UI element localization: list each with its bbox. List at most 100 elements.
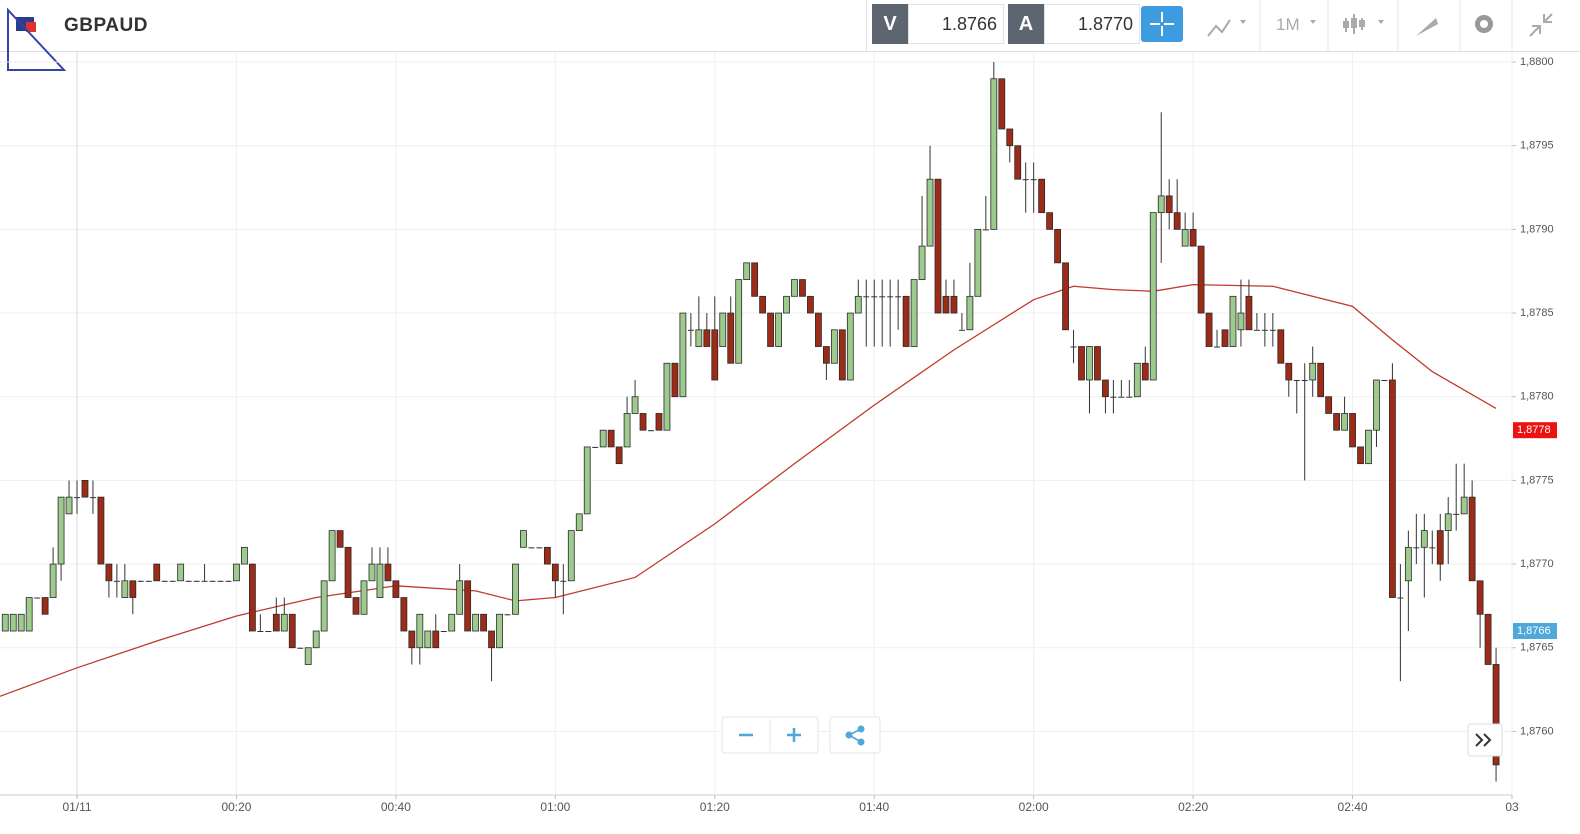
candle-body	[169, 580, 176, 582]
candle-body	[887, 296, 894, 298]
candle-body	[400, 597, 408, 632]
candle-body	[1429, 547, 1436, 549]
candle-body	[320, 580, 328, 632]
candle-body	[871, 296, 878, 298]
candle-body	[105, 563, 113, 582]
candle-body	[241, 546, 248, 565]
candle-body	[464, 580, 472, 632]
candle-body	[1205, 312, 1213, 347]
candle-body	[1365, 429, 1372, 465]
candle-body	[846, 312, 854, 381]
candle-body	[89, 497, 96, 499]
candle-body	[998, 78, 1006, 130]
candle-body	[34, 597, 41, 599]
scroll-end[interactable]	[1467, 723, 1503, 757]
timeframe[interactable]: 1M	[1276, 15, 1300, 34]
candle-body	[895, 296, 902, 298]
crosshair-button[interactable]	[1141, 6, 1183, 42]
candle-body	[177, 563, 185, 582]
candle-body	[1070, 346, 1077, 348]
candle-body	[49, 563, 57, 598]
candle-body	[551, 563, 559, 582]
zoom-in[interactable]	[787, 728, 801, 742]
candle-body	[1484, 613, 1492, 665]
candle-body	[655, 413, 663, 431]
candle-body	[719, 312, 727, 347]
candle-body	[687, 329, 694, 331]
candle-body	[767, 312, 774, 347]
zoom-controls	[721, 716, 1503, 757]
candle-body	[233, 563, 240, 582]
candle-body	[1046, 212, 1054, 230]
candle-body	[1165, 195, 1173, 214]
candle-body	[863, 296, 870, 298]
candle-body	[759, 295, 767, 314]
y-tick-label: 1,8785	[1520, 307, 1554, 319]
candle-body	[201, 580, 208, 582]
x-tick-label: 02:40	[1338, 800, 1368, 814]
candle-body	[336, 530, 344, 548]
candle-body	[1006, 128, 1014, 147]
x-tick-label: 02:00	[1019, 800, 1049, 814]
x-tick-label: 03	[1505, 800, 1519, 814]
candle-body	[1413, 547, 1420, 549]
candle-body	[1397, 597, 1404, 599]
candle-body	[272, 613, 280, 632]
candle-body	[711, 329, 719, 381]
candle-body	[1404, 546, 1412, 582]
candle-body	[25, 597, 33, 632]
candle-body	[854, 295, 862, 314]
candle-body	[1476, 580, 1484, 615]
candle-body	[9, 613, 17, 632]
candle-body	[1197, 245, 1205, 314]
y-tick-label: 1,8795	[1520, 140, 1554, 152]
candle-body	[1126, 396, 1133, 398]
candle-body	[432, 630, 440, 649]
bid-button[interactable]: V	[872, 4, 908, 44]
candle-body	[560, 580, 567, 582]
price-marker-label: 1,8778	[1517, 424, 1551, 436]
candle-body	[1102, 379, 1109, 398]
candle-body	[536, 547, 543, 549]
header: GBPAUD V 1.8766 A 1.8770 1M	[0, 0, 1580, 71]
candle-body	[488, 630, 495, 649]
candle-body	[1181, 228, 1189, 247]
price-marker	[1513, 623, 1557, 640]
candle-body	[1269, 329, 1276, 331]
candle-body	[153, 563, 161, 582]
candle-body	[280, 613, 288, 632]
candle-body	[472, 613, 480, 632]
moving-average	[0, 283, 1497, 697]
candle-body	[1118, 396, 1125, 398]
candle-body	[1444, 513, 1452, 531]
share[interactable]	[845, 725, 865, 746]
candle-body	[360, 580, 368, 615]
candle-body	[575, 513, 583, 531]
y-tick-label: 1,8760	[1520, 725, 1554, 737]
candle-body	[615, 446, 623, 465]
candle-body	[974, 228, 982, 297]
y-tick-label: 1,8775	[1520, 474, 1554, 486]
candle-body	[257, 631, 264, 633]
candle-body	[543, 546, 551, 565]
ask-button[interactable]: A	[1008, 4, 1044, 44]
candle-body	[1078, 346, 1085, 381]
x-tick-label: 00:20	[221, 800, 251, 814]
candle-body	[512, 563, 519, 615]
candle-body	[950, 295, 958, 314]
x-tick-label: 02:20	[1178, 800, 1208, 814]
candle-body	[344, 546, 352, 598]
candle-body	[838, 329, 846, 381]
candle-body	[424, 630, 432, 649]
chart: 1,8760 1,8765 1,8770 1,8775 1,8780 1,8785 1,87…	[0, 52, 1557, 814]
candle-body	[1253, 329, 1260, 331]
candle-body	[910, 279, 918, 347]
candle-body	[265, 631, 272, 633]
candle-body	[1468, 496, 1476, 582]
share-box	[829, 716, 881, 754]
candle-body	[1453, 513, 1460, 515]
candle-body	[217, 580, 224, 582]
candle-body	[113, 580, 120, 582]
candle-body	[137, 580, 144, 582]
candle-body	[583, 446, 591, 515]
